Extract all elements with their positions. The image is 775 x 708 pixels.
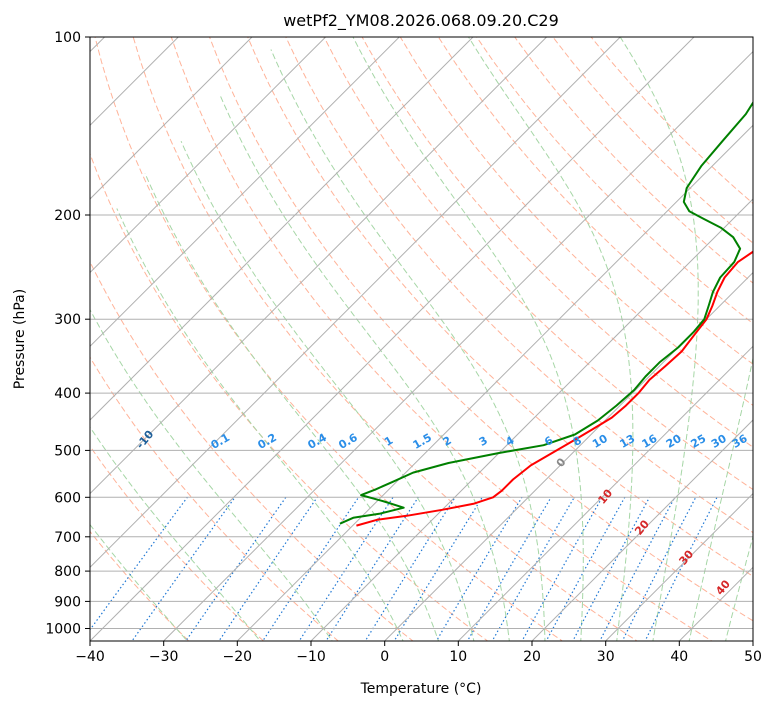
x-tick-label: 20 <box>523 649 541 665</box>
moist-adiabat-line <box>144 173 440 641</box>
y-tick-label: 100 <box>54 30 81 46</box>
dry-adiabat-line <box>90 445 265 641</box>
y-tick-label: 900 <box>54 594 81 610</box>
y-tick-label: 400 <box>54 386 81 402</box>
y-tick-label: 600 <box>54 490 81 506</box>
isotherm-gridline <box>90 37 327 274</box>
plot-background <box>90 37 753 641</box>
x-tick-label: 10 <box>449 649 467 665</box>
x-axis-ticks: −40 −30 −20 −10 0 10 20 30 40 50 <box>75 641 762 665</box>
isotherm-gridline <box>90 37 474 421</box>
isotherm-gridline <box>90 37 401 348</box>
mixing-ratio-line <box>185 496 287 641</box>
isotherm-gridline <box>90 37 548 495</box>
dry-adiabat-line <box>90 356 339 641</box>
isotherm-gridline <box>310 198 753 641</box>
chart-title: wetPf2_YM08.2026.068.09.20.C29 <box>283 11 559 31</box>
mixing-ratio-line <box>131 496 236 641</box>
x-tick-label: −40 <box>75 649 105 665</box>
isotherm-gridline <box>531 419 753 641</box>
mixing-ratio-line <box>393 496 483 641</box>
mixing-ratio-line <box>491 496 575 641</box>
mixing-ratio-line <box>466 496 552 641</box>
moist-adiabat-line <box>90 523 188 641</box>
plot-frame <box>89 36 754 642</box>
x-tick-label: −20 <box>223 649 253 665</box>
temperature-line <box>356 250 753 527</box>
y-tick-label: 500 <box>54 443 81 459</box>
dry-adiabat-line <box>208 37 753 622</box>
isotherm-gridline <box>90 37 622 569</box>
moist-adiabat-line <box>180 140 475 641</box>
moist-adiabat-line <box>90 426 261 641</box>
dry-adiabat-line <box>90 152 489 641</box>
isotherm-gridline <box>236 124 753 641</box>
y-tick-label: 800 <box>54 564 81 580</box>
sounding-series <box>339 100 753 527</box>
dry-adiabat-line <box>90 260 414 641</box>
dry-adiabat-line <box>170 37 713 641</box>
isotherm-gridline <box>162 50 753 641</box>
x-tick-label: −10 <box>296 649 326 665</box>
dry-adiabat-line <box>399 37 753 407</box>
mixing-ratio-line <box>644 497 718 641</box>
x-tick-label: 30 <box>597 649 615 665</box>
dry-adiabat-line <box>323 37 753 491</box>
moist-adiabat-line <box>270 49 546 641</box>
y-axis-ticks: 100 200 300 400 500 600 700 800 900 1000 <box>45 30 90 638</box>
isotherm-gridline <box>604 492 753 641</box>
x-tick-label: 40 <box>670 649 688 665</box>
dewpoint-line <box>339 100 753 525</box>
x-tick-label: 50 <box>744 649 762 665</box>
y-tick-label: 1000 <box>45 622 81 638</box>
dry-adiabat-line <box>132 37 638 641</box>
isotherm-gridline <box>90 37 180 127</box>
x-axis-label: Temperature (°C) <box>360 681 482 697</box>
dry-adiabat-line <box>94 37 564 641</box>
dry-adiabat-line <box>361 37 753 448</box>
isotherm-gridline <box>0 10 58 653</box>
dry-adiabat-label: -20 <box>55 399 78 423</box>
y-tick-label: 300 <box>54 312 81 328</box>
mixing-ratio-line <box>435 496 523 641</box>
y-tick-label: 200 <box>54 208 81 224</box>
isotherm-gridline <box>457 345 753 641</box>
dry-adiabat-line <box>476 37 753 325</box>
y-axis-label: Pressure (hPa) <box>12 289 28 389</box>
x-tick-label: −30 <box>149 649 179 665</box>
moist-adiabat-line <box>116 208 404 641</box>
mixing-ratio-line <box>325 496 419 641</box>
mixing-ratio-line <box>218 496 318 641</box>
dry-adiabat-line <box>247 37 753 577</box>
mixing-ratio-lines <box>90 496 718 641</box>
mixing-ratio-line <box>262 496 360 641</box>
isotherm-gridline <box>90 37 253 200</box>
isobar-grid <box>90 37 753 629</box>
y-tick-label: 700 <box>54 530 81 546</box>
isotherm-gridline <box>90 37 695 641</box>
x-tick-label: 0 <box>380 649 389 665</box>
mixing-ratio-line <box>621 497 697 641</box>
